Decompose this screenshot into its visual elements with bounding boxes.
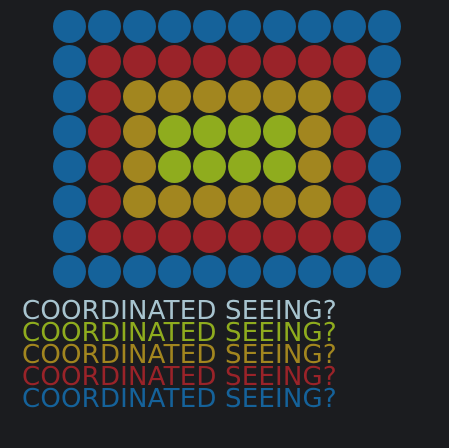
caption-line-3: COORDINATED SEEING?: [22, 340, 337, 370]
dot-blue: [368, 10, 401, 43]
dot-gold: [298, 80, 331, 113]
dot-red: [88, 80, 121, 113]
dot-red: [123, 45, 156, 78]
dot-blue: [298, 255, 331, 288]
dot-red: [88, 115, 121, 148]
dot-red: [88, 220, 121, 253]
dot-blue: [368, 150, 401, 183]
dot-red: [263, 45, 296, 78]
dot-gold: [298, 115, 331, 148]
dot-blue: [298, 10, 331, 43]
dot-red: [158, 220, 191, 253]
dot-blue: [123, 255, 156, 288]
dot-grid: [53, 10, 403, 290]
dot-gold: [123, 150, 156, 183]
dot-blue: [228, 10, 261, 43]
dot-green: [228, 115, 261, 148]
dot-gold: [263, 80, 296, 113]
dot-blue: [53, 115, 86, 148]
dot-gold: [298, 185, 331, 218]
dot-green: [193, 115, 226, 148]
dot-green: [193, 150, 226, 183]
dot-blue: [368, 185, 401, 218]
dot-blue: [193, 255, 226, 288]
dot-gold: [193, 80, 226, 113]
dot-blue: [123, 10, 156, 43]
dot-red: [158, 45, 191, 78]
dot-red: [88, 45, 121, 78]
dot-blue: [263, 255, 296, 288]
dot-blue: [53, 185, 86, 218]
dot-red: [193, 45, 226, 78]
dot-gold: [158, 185, 191, 218]
dot-blue: [158, 10, 191, 43]
dot-red: [298, 220, 331, 253]
dot-green: [263, 115, 296, 148]
dot-red: [298, 45, 331, 78]
dot-blue: [53, 45, 86, 78]
dot-blue: [368, 45, 401, 78]
dot-blue: [53, 80, 86, 113]
dot-blue: [158, 255, 191, 288]
dot-gold: [193, 185, 226, 218]
dot-red: [333, 185, 366, 218]
dot-blue: [368, 80, 401, 113]
dot-red: [123, 220, 156, 253]
dot-red: [88, 185, 121, 218]
dot-blue: [228, 255, 261, 288]
dot-gold: [123, 185, 156, 218]
dot-red: [333, 220, 366, 253]
dot-blue: [368, 115, 401, 148]
dot-gold: [263, 185, 296, 218]
caption-line-4: COORDINATED SEEING?: [22, 362, 337, 392]
dot-blue: [368, 220, 401, 253]
dot-red: [263, 220, 296, 253]
dot-red: [333, 45, 366, 78]
dot-red: [333, 115, 366, 148]
dot-blue: [53, 255, 86, 288]
dot-blue: [53, 220, 86, 253]
dot-red: [88, 150, 121, 183]
dot-green: [263, 150, 296, 183]
caption-line-1: COORDINATED SEEING?: [22, 296, 337, 326]
caption-line-5: COORDINATED SEEING?: [22, 384, 337, 414]
dot-blue: [333, 255, 366, 288]
dot-red: [193, 220, 226, 253]
dot-blue: [88, 255, 121, 288]
dot-blue: [53, 10, 86, 43]
dot-gold: [298, 150, 331, 183]
dot-gold: [228, 80, 261, 113]
dot-blue: [88, 10, 121, 43]
caption-line-2: COORDINATED SEEING?: [22, 318, 337, 348]
dot-green: [158, 115, 191, 148]
dot-red: [228, 45, 261, 78]
caption-stack: COORDINATED SEEING? COORDINATED SEEING? …: [22, 296, 442, 414]
dot-green: [158, 150, 191, 183]
dot-blue: [193, 10, 226, 43]
dot-red: [333, 80, 366, 113]
dot-red: [228, 220, 261, 253]
dot-blue: [333, 10, 366, 43]
dot-gold: [123, 80, 156, 113]
dot-red: [333, 150, 366, 183]
dot-gold: [158, 80, 191, 113]
dot-blue: [368, 255, 401, 288]
dot-blue: [263, 10, 296, 43]
dot-blue: [53, 150, 86, 183]
dot-green: [228, 150, 261, 183]
dot-gold: [228, 185, 261, 218]
dot-gold: [123, 115, 156, 148]
